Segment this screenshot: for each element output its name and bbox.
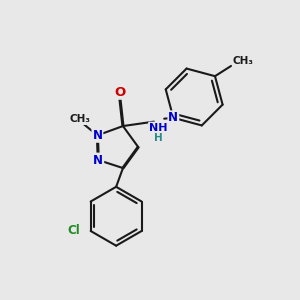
Text: N: N	[168, 111, 178, 124]
Text: CH₃: CH₃	[233, 56, 254, 67]
Text: H: H	[154, 133, 163, 143]
Text: CH₃: CH₃	[69, 114, 90, 124]
Text: Cl: Cl	[68, 224, 80, 238]
Text: NH: NH	[149, 122, 167, 133]
Text: O: O	[114, 86, 126, 99]
Text: N: N	[92, 129, 102, 142]
Text: N: N	[93, 154, 103, 166]
